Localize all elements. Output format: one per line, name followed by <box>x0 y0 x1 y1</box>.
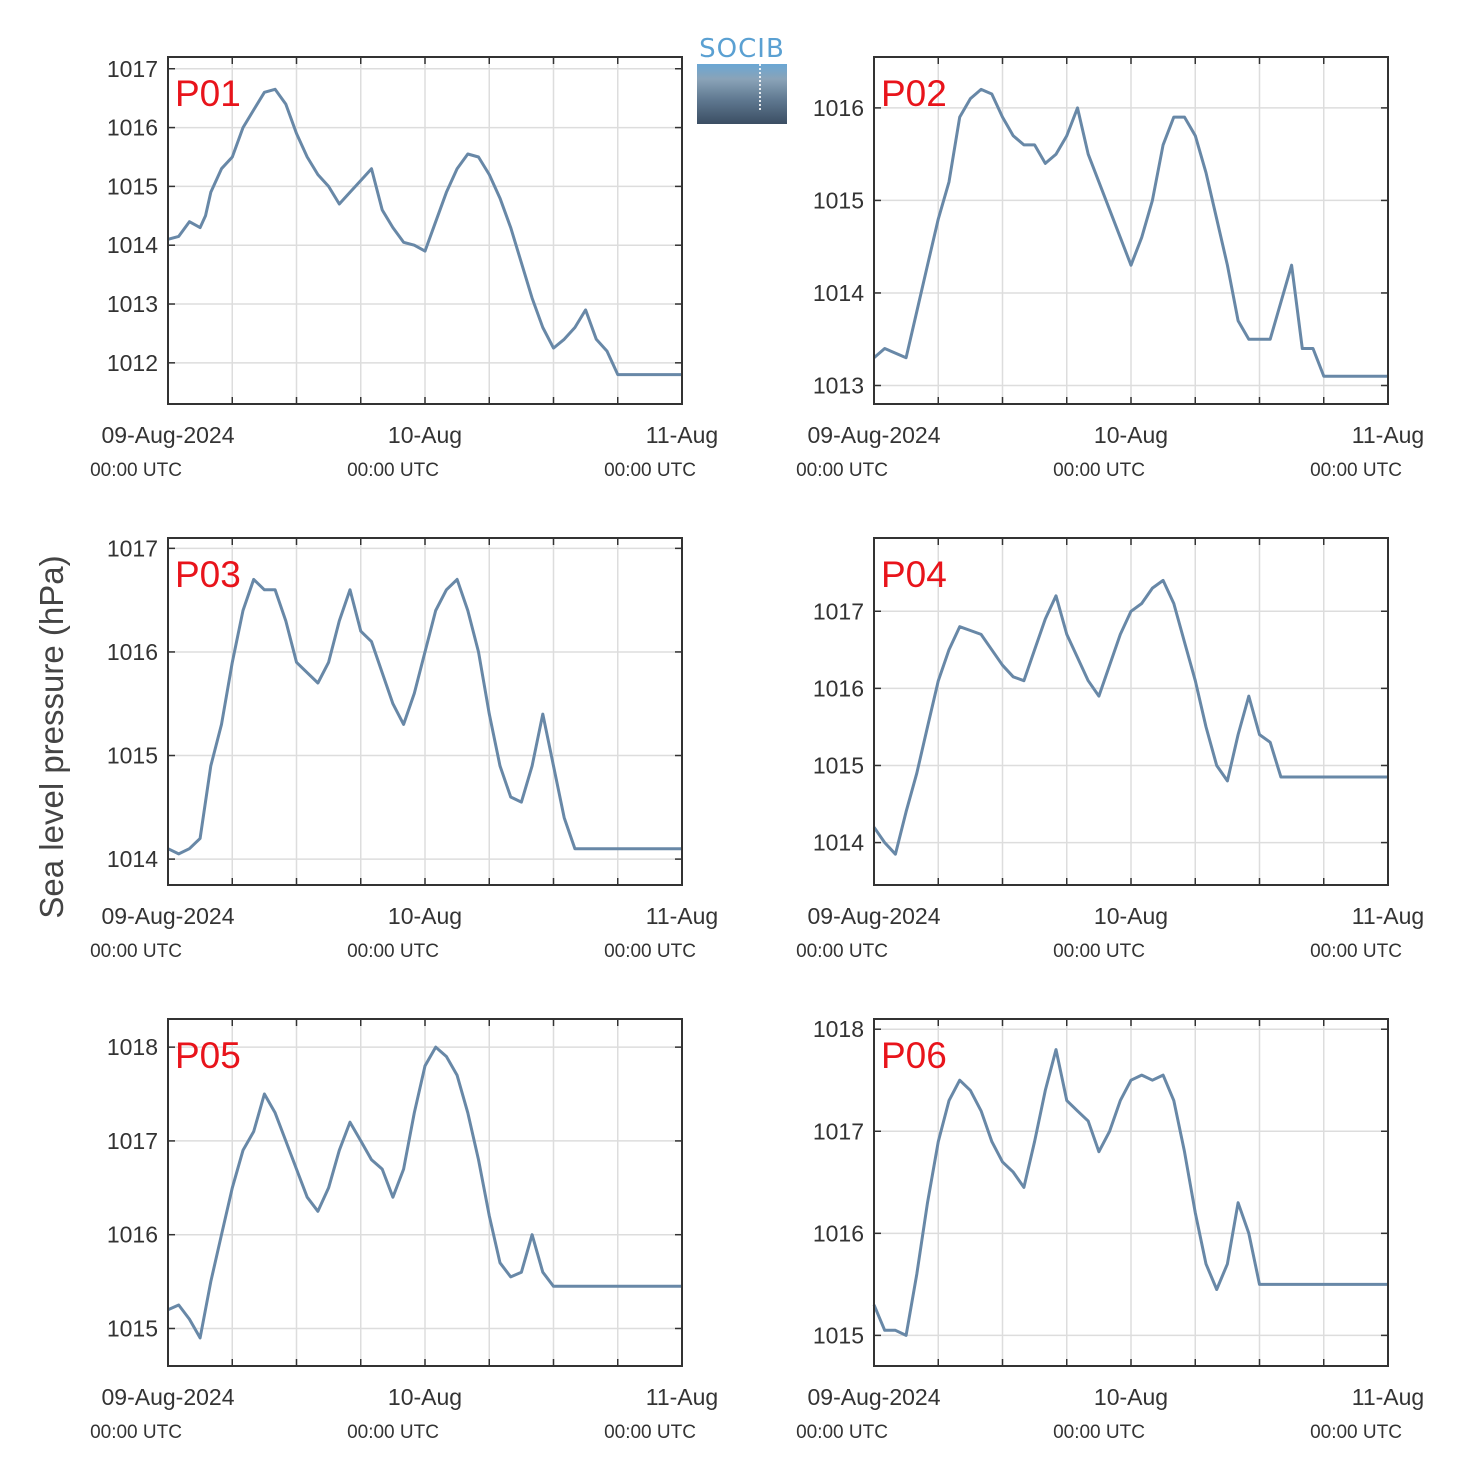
socib-logo: SOCIB <box>697 34 787 126</box>
x-tick-label: 09-Aug-2024 <box>808 1384 941 1410</box>
logo-text: SOCIB <box>699 34 785 64</box>
y-tick-label: 1014 <box>107 846 158 872</box>
logo-graphic <box>697 64 787 124</box>
y-tick-label: 1018 <box>107 1034 158 1060</box>
y-tick-label: 1017 <box>813 598 864 624</box>
panel-label-p06: P06 <box>881 1035 947 1076</box>
x-tick-sublabel: 00:00 UTC <box>347 1422 439 1443</box>
x-tick-sublabel: 00:00 UTC <box>796 1422 888 1443</box>
x-tick-label: 09-Aug-2024 <box>102 422 235 448</box>
y-tick-label: 1014 <box>813 830 864 856</box>
x-tick-label: 11-Aug <box>646 422 718 448</box>
series-line-p05 <box>167 1045 682 1340</box>
y-tick-label: 1016 <box>107 1222 158 1248</box>
y-tick-label: 1013 <box>107 291 158 317</box>
x-tick-sublabel: 00:00 UTC <box>1310 460 1402 481</box>
y-tick-label: 1014 <box>107 232 158 258</box>
y-tick-label: 1015 <box>813 1322 864 1348</box>
y-tick-label: 1017 <box>107 535 158 561</box>
x-tick-sublabel: 00:00 UTC <box>90 1422 182 1443</box>
panel-p06: 1015 1016 1017 1018 09-Aug-2024 00:00 UTC 10-A… <box>796 1016 1424 1443</box>
x-tick-sublabel: 00:00 UTC <box>90 460 182 481</box>
x-tick-sublabel: 00:00 UTC <box>1053 1422 1145 1443</box>
x-tick-sublabel: 00:00 UTC <box>347 460 439 481</box>
y-tick-label: 1015 <box>813 187 864 213</box>
panel-p03: 1014 1015 1016 1017 09-Aug-2024 00:00 UTC 10-A… <box>90 535 718 962</box>
x-tick-sublabel: 00:00 UTC <box>604 460 696 481</box>
y-tick-label: 1016 <box>813 1220 864 1246</box>
y-tick-label: 1016 <box>107 639 158 665</box>
x-tick-label: 10-Aug <box>388 1384 462 1410</box>
y-tick-label: 1017 <box>107 1128 158 1154</box>
panel-label-p05: P05 <box>175 1035 241 1076</box>
panel-label-p01: P01 <box>175 73 241 114</box>
panel-label-p04: P04 <box>881 554 947 595</box>
panel-p02: 1013 1014 1015 1016 09-Aug-2024 00:00 UTC 10-A… <box>796 56 1424 481</box>
series-line-p04 <box>872 578 1388 856</box>
y-tick-label: 1012 <box>107 350 158 376</box>
x-tick-label: 11-Aug <box>1352 1384 1424 1410</box>
panel-label-p03: P03 <box>175 554 241 595</box>
x-tick-label: 09-Aug-2024 <box>808 422 941 448</box>
series-line-p06 <box>872 1048 1388 1337</box>
y-tick-label: 1017 <box>107 56 158 82</box>
y-tick-label: 1015 <box>813 752 864 778</box>
y-tick-label: 1016 <box>813 95 864 121</box>
x-tick-label: 10-Aug <box>388 903 462 929</box>
x-tick-label: 11-Aug <box>646 1384 718 1410</box>
panel-label-p02: P02 <box>881 73 947 114</box>
x-tick-sublabel: 00:00 UTC <box>1310 941 1402 962</box>
x-tick-label: 10-Aug <box>388 422 462 448</box>
y-tick-label: 1016 <box>107 115 158 141</box>
x-tick-sublabel: 00:00 UTC <box>1310 1422 1402 1443</box>
panel-p04: 1014 1015 1016 1017 09-Aug-2024 00:00 UTC 10-A… <box>796 537 1424 962</box>
x-tick-label: 10-Aug <box>1094 1384 1168 1410</box>
x-tick-sublabel: 00:00 UTC <box>796 941 888 962</box>
x-tick-sublabel: 00:00 UTC <box>347 941 439 962</box>
x-tick-label: 11-Aug <box>1352 422 1424 448</box>
panel-p05: 1015 1016 1017 1018 09-Aug-2024 00:00 UTC 10-A… <box>90 1018 718 1443</box>
series-line-p02 <box>873 87 1388 378</box>
x-tick-sublabel: 00:00 UTC <box>796 460 888 481</box>
x-tick-label: 09-Aug-2024 <box>102 903 235 929</box>
x-tick-sublabel: 00:00 UTC <box>1053 941 1145 962</box>
y-tick-label: 1015 <box>107 743 158 769</box>
series-line-p01 <box>167 87 682 377</box>
x-tick-label: 10-Aug <box>1094 422 1168 448</box>
x-tick-label: 11-Aug <box>646 903 718 929</box>
y-tick-label: 1017 <box>813 1118 864 1144</box>
y-tick-label: 1014 <box>813 280 864 306</box>
y-tick-label: 1015 <box>107 173 158 199</box>
x-tick-label: 09-Aug-2024 <box>808 903 941 929</box>
x-tick-sublabel: 00:00 UTC <box>604 941 696 962</box>
x-tick-sublabel: 00:00 UTC <box>1053 460 1145 481</box>
series-line-p03 <box>167 577 682 856</box>
y-tick-label: 1015 <box>107 1315 158 1341</box>
y-axis-label: Sea level pressure (hPa) <box>33 555 70 919</box>
x-tick-label: 09-Aug-2024 <box>102 1384 235 1410</box>
x-tick-sublabel: 00:00 UTC <box>604 1422 696 1443</box>
x-tick-label: 11-Aug <box>1352 903 1424 929</box>
x-tick-sublabel: 00:00 UTC <box>90 941 182 962</box>
x-tick-label: 10-Aug <box>1094 903 1168 929</box>
panel-p01: 1012 1013 1014 1015 1016 1017 09-Aug-2024 00:00… <box>90 56 718 481</box>
y-tick-label: 1013 <box>813 372 864 398</box>
y-tick-label: 1016 <box>813 675 864 701</box>
y-tick-label: 1018 <box>813 1016 864 1042</box>
